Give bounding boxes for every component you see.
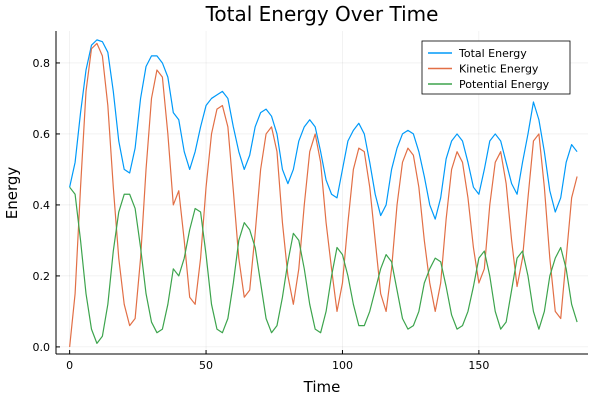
y-tick-label: 0.6 [33, 128, 51, 141]
legend-label: Potential Energy [459, 78, 550, 91]
series-line-potential-energy [69, 186, 578, 344]
y-tick-label: 0.4 [33, 199, 51, 212]
x-tick-label: 150 [468, 359, 489, 372]
x-tick-label: 0 [66, 359, 73, 372]
axes [55, 31, 588, 355]
series-line-total-energy [69, 39, 578, 220]
x-tick-label: 50 [199, 359, 213, 372]
tick-labels: 0 50 100 150 0.0 0.2 0.4 0.6 0.8 [33, 57, 490, 372]
y-tick-label: 0.0 [33, 341, 51, 354]
legend-label: Total Energy [458, 47, 527, 60]
y-tick-label: 0.8 [33, 57, 51, 70]
series-line-kinetic-energy [69, 42, 578, 347]
legend: Total Energy Kinetic Energy Potential Ener… [421, 40, 571, 95]
y-tick-label: 0.2 [33, 270, 51, 283]
legend-box [421, 40, 571, 95]
x-tick-label: 100 [332, 359, 353, 372]
series-lines [69, 39, 578, 347]
x-axis-label: Time [303, 378, 341, 396]
legend-label: Kinetic Energy [459, 63, 539, 76]
y-axis-label: Energy [3, 167, 21, 220]
chart-title: Total Energy Over Time [205, 2, 439, 26]
